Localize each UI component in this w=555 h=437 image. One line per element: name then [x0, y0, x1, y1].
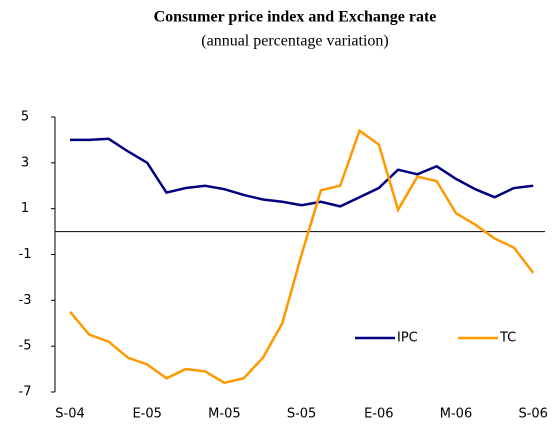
y-tick-label: 1 [21, 201, 29, 216]
y-tick-label: -7 [19, 385, 32, 400]
y-tick-label: -1 [19, 247, 32, 262]
chart-title: Consumer price index and Exchange rate [154, 9, 437, 26]
x-tick-label: E-06 [364, 407, 393, 422]
x-tick-label: S-05 [287, 407, 317, 422]
legend-label: IPC [397, 331, 418, 346]
series-line [70, 137, 534, 208]
y-tick-label: -5 [19, 339, 32, 354]
x-tick-label: S-04 [55, 407, 85, 422]
chart-subtitle: (annual percentage variation) [201, 33, 388, 50]
x-tick-label: E-05 [132, 407, 161, 422]
x-tick-label: M-05 [208, 407, 240, 422]
series-line [69, 128, 535, 385]
x-tick-label: M-06 [440, 407, 472, 422]
legend-label: TC [499, 331, 516, 346]
y-tick-label: 3 [21, 155, 29, 170]
x-tick-label: S-06 [518, 407, 548, 422]
y-tick-label: -3 [19, 293, 32, 308]
y-tick-label: 5 [21, 110, 29, 125]
